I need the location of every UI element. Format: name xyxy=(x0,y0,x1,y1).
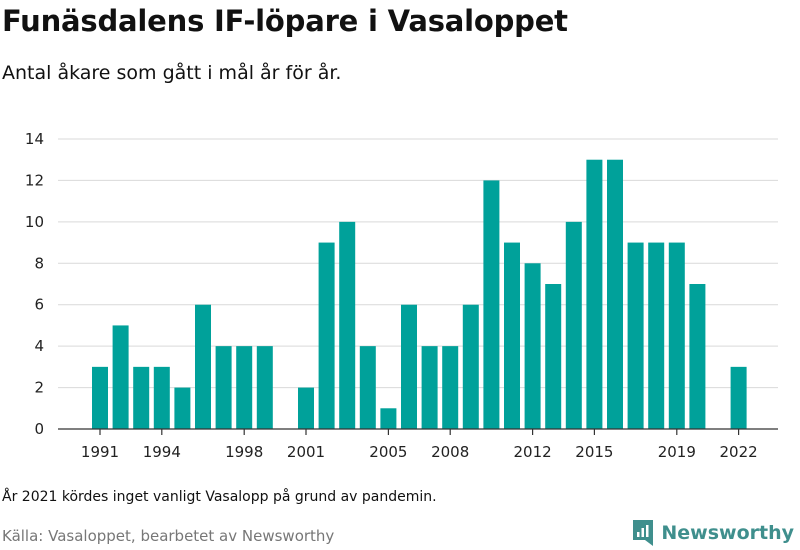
bar-2015 xyxy=(586,159,603,429)
x-tick-label: 2001 xyxy=(287,443,325,460)
bar-1999 xyxy=(256,346,273,429)
bar-2009 xyxy=(462,304,479,429)
x-tick-label: 2019 xyxy=(658,443,696,460)
bar-2016 xyxy=(607,159,623,429)
chart-subtitle: Antal åkare som gått i mål år för år. xyxy=(2,62,342,84)
x-tick-label: 1994 xyxy=(143,443,181,460)
bar-2006 xyxy=(401,304,417,429)
bar-2003 xyxy=(339,221,356,429)
bar-1993 xyxy=(133,366,150,429)
bars xyxy=(92,159,747,429)
bar-2010 xyxy=(483,180,500,429)
bar-2007 xyxy=(421,346,438,429)
x-tick-label: 2005 xyxy=(369,443,407,460)
y-tick-label: 2 xyxy=(34,379,44,397)
y-tick-label: 12 xyxy=(25,171,44,189)
bar-2004 xyxy=(359,346,376,429)
bar-1998 xyxy=(236,346,253,429)
bar-2005 xyxy=(380,408,397,429)
bar-2011 xyxy=(504,242,520,429)
bar-2012 xyxy=(524,263,541,429)
bar-chart: 0 2 4 6 8 10 12 14 1991 1994 1998 2001 2005 2008 2012… xyxy=(25,130,778,460)
bar-1997 xyxy=(215,346,232,429)
chart-title: Funäsdalens IF-löpare i Vasaloppet xyxy=(2,4,568,38)
x-tick-label: 2008 xyxy=(431,443,469,460)
brand-name: Newsworthy xyxy=(661,522,794,544)
y-tick-label: 10 xyxy=(25,213,44,231)
bar-1992 xyxy=(112,325,129,429)
y-tick-label: 6 xyxy=(34,296,44,314)
newsworthy-logo-icon xyxy=(633,520,654,546)
bar-1994 xyxy=(153,366,170,429)
bar-2018 xyxy=(648,242,665,429)
x-tick-label: 1998 xyxy=(225,443,263,460)
y-tick-label: 14 xyxy=(25,130,44,148)
x-axis: 1991 1994 1998 2001 2005 2008 2012 2015 2019 2022 xyxy=(58,428,778,460)
source-text: Källa: Vasaloppet, bearbetet av Newswort… xyxy=(2,527,335,545)
y-tick-label: 8 xyxy=(34,254,44,272)
footnote: År 2021 kördes inget vanligt Vasalopp på… xyxy=(2,489,437,505)
bar-1996 xyxy=(195,304,211,429)
bar-2001 xyxy=(298,387,314,429)
bar-1995 xyxy=(174,387,191,429)
bar-2008 xyxy=(442,346,459,429)
x-tick-label: 1991 xyxy=(81,443,119,460)
y-tick-label: 4 xyxy=(34,337,44,355)
bar-2020 xyxy=(689,284,706,429)
bar-2022 xyxy=(730,366,747,429)
brand-logo[interactable]: Newsworthy xyxy=(631,519,794,547)
x-tick-label: 2015 xyxy=(575,443,613,460)
x-tick-label: 2022 xyxy=(720,443,758,460)
x-tick-label: 2012 xyxy=(514,443,552,460)
y-tick-label: 0 xyxy=(34,420,44,438)
bar-2013 xyxy=(545,284,562,429)
bar-2014 xyxy=(565,221,582,429)
bar-2019 xyxy=(668,242,685,429)
bar-2017 xyxy=(627,242,644,429)
bar-1991 xyxy=(92,366,108,429)
bar-2002 xyxy=(318,242,335,429)
